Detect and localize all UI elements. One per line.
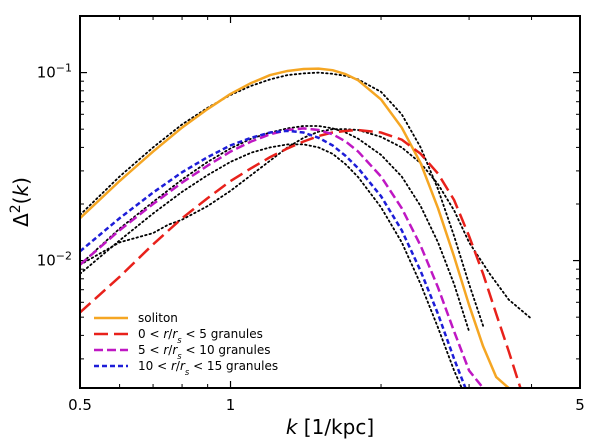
label-part: 0 < bbox=[138, 327, 163, 341]
plot-frame bbox=[79, 15, 581, 389]
series-line bbox=[80, 67, 510, 388]
tick-labels: 0.5 1 510−210−1 bbox=[37, 61, 585, 414]
label-part: k bbox=[286, 415, 299, 439]
label-part: s bbox=[185, 367, 190, 377]
label-part: / bbox=[168, 343, 173, 357]
label-part: < 15 granules bbox=[189, 359, 278, 373]
label-part: k bbox=[9, 183, 33, 196]
label-part: / bbox=[168, 327, 173, 341]
data-series bbox=[80, 67, 533, 388]
reference-dotted-line bbox=[80, 125, 470, 333]
tick-exponent: −2 bbox=[56, 249, 72, 262]
label-part: r bbox=[163, 343, 169, 357]
label-part: < 10 granules bbox=[182, 343, 271, 357]
label-part: s bbox=[177, 351, 182, 361]
label-part: r bbox=[172, 343, 178, 357]
legend-label: soliton bbox=[138, 311, 178, 325]
reference-dotted-line bbox=[80, 143, 463, 388]
label-part: 10 < bbox=[138, 359, 171, 373]
legend-label: 5 < r/rs < 10 granules bbox=[138, 343, 270, 361]
tick-base: 10 bbox=[37, 64, 56, 82]
x-tick-label: 0.5 bbox=[68, 396, 92, 414]
label-part: [1/kpc] bbox=[297, 415, 374, 439]
legend-label: 0 < r/rs < 5 granules bbox=[138, 327, 263, 345]
y-tick-label: 10−1 bbox=[37, 61, 72, 82]
label-part: r bbox=[171, 359, 177, 373]
x-tick-label: 1 bbox=[226, 396, 236, 414]
y-axis-label: Δ2(k) bbox=[8, 177, 33, 227]
series-line bbox=[80, 127, 485, 388]
tick-base: 10 bbox=[37, 252, 56, 270]
label-part: r bbox=[172, 327, 178, 341]
reference-dotted-line bbox=[80, 71, 484, 327]
series-line bbox=[80, 128, 522, 388]
label-part: ( bbox=[9, 196, 33, 204]
reference-dotted-line bbox=[80, 128, 533, 320]
label-part: r bbox=[163, 327, 169, 341]
axis-labels: k [1/kpc]Δ2(k) bbox=[8, 177, 374, 439]
label-part: r bbox=[180, 359, 186, 373]
label-part: ) bbox=[9, 177, 33, 185]
legend-label: 10 < r/rs < 15 granules bbox=[138, 359, 278, 377]
x-axis-label: k [1/kpc] bbox=[286, 415, 374, 439]
label-part: Δ bbox=[9, 213, 33, 227]
label-part: / bbox=[176, 359, 181, 373]
x-tick-label: 5 bbox=[575, 396, 585, 414]
label-part: < 5 granules bbox=[182, 327, 263, 341]
y-tick-label: 10−2 bbox=[37, 249, 72, 270]
label-part: 5 < bbox=[138, 343, 163, 357]
label-part: 2 bbox=[8, 204, 24, 213]
tick-exponent: −1 bbox=[56, 61, 72, 74]
series-line bbox=[80, 129, 467, 388]
label-part: s bbox=[177, 335, 182, 345]
